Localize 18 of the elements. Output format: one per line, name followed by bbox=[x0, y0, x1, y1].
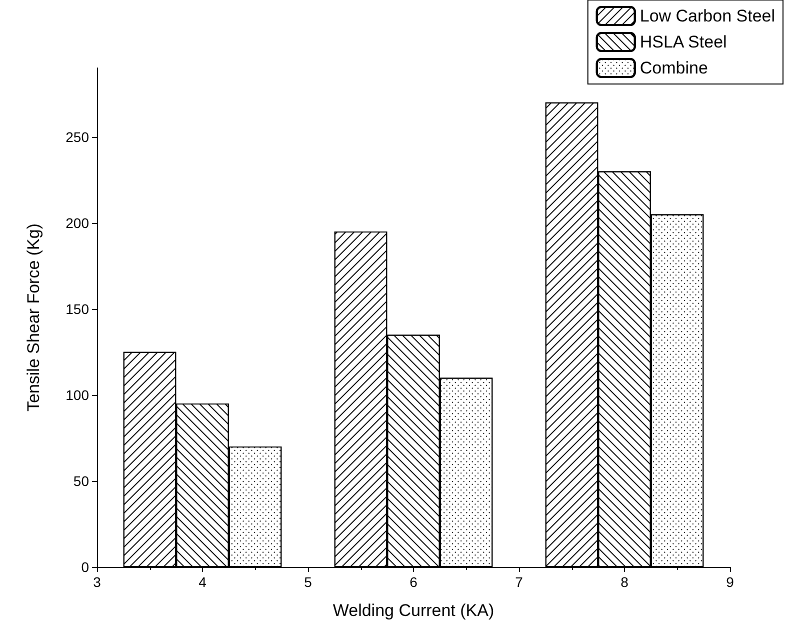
x-tick-label: 7 bbox=[515, 574, 524, 590]
y-tick-label: 50 bbox=[73, 472, 90, 489]
x-tick-label: 9 bbox=[726, 574, 734, 590]
y-tick-label: 150 bbox=[66, 300, 90, 317]
legend-label: HSLA Steel bbox=[640, 32, 727, 52]
x-axis-title: Welding Current (KA) bbox=[332, 601, 494, 620]
legend-label: Low Carbon Steel bbox=[640, 6, 776, 26]
y-tick-label: 200 bbox=[66, 214, 90, 231]
x-tick-label: 4 bbox=[198, 574, 207, 590]
y-tick-label: 0 bbox=[81, 559, 90, 575]
x-tick-label: 8 bbox=[620, 574, 629, 590]
x-tick-label: 6 bbox=[410, 574, 418, 590]
y-tick-label: 250 bbox=[66, 128, 90, 145]
y-tick-label: 100 bbox=[66, 386, 90, 403]
x-tick-label: 5 bbox=[304, 574, 312, 590]
legend-label: Combine bbox=[640, 58, 708, 78]
y-axis-title: Tensile Shear Force (Kg) bbox=[24, 223, 43, 412]
x-tick-label: 3 bbox=[93, 574, 102, 590]
